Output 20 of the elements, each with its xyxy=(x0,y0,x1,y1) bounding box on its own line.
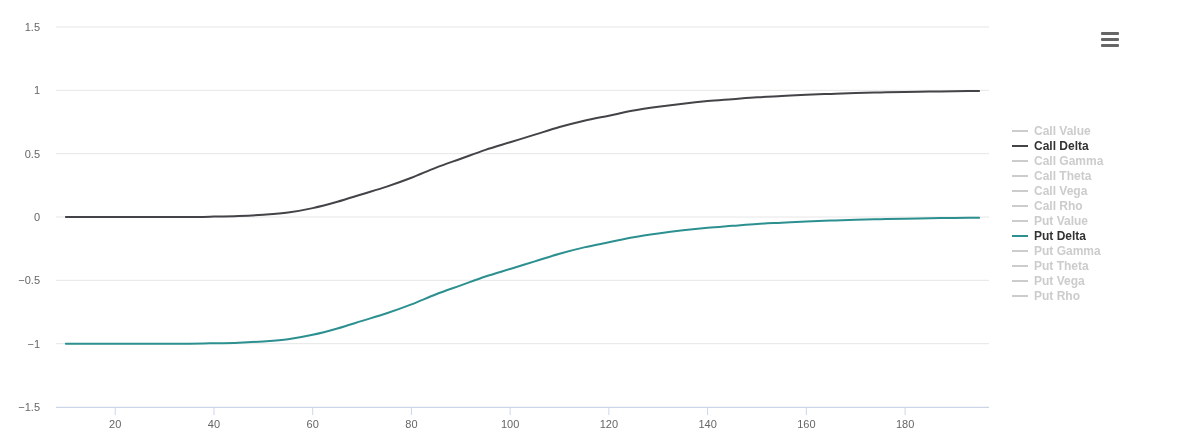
y-tick-label: 1 xyxy=(33,84,40,97)
x-tick-label: 60 xyxy=(306,418,319,430)
y-tick-label: 0.5 xyxy=(24,147,40,160)
x-tick-label: 40 xyxy=(207,418,221,430)
x-tick-label: 140 xyxy=(698,418,717,430)
x-tick-label: 120 xyxy=(599,418,619,430)
y-tick-label: −1 xyxy=(27,337,40,350)
legend-label: Put Delta xyxy=(1034,229,1087,243)
x-tick-label: 80 xyxy=(405,418,418,430)
y-tick-label: 0 xyxy=(33,211,40,223)
y-tick-label: 1.5 xyxy=(24,21,40,33)
y-tick-label: −0.5 xyxy=(18,274,40,287)
line-series xyxy=(64,89,981,218)
x-tick-label: 100 xyxy=(500,418,520,430)
x-tick-label: 160 xyxy=(797,418,816,430)
legend-label: Call Delta xyxy=(1034,139,1090,153)
x-tick-label: 20 xyxy=(109,418,122,430)
line-series xyxy=(64,216,981,345)
y-tick-label: −1.5 xyxy=(18,401,40,413)
x-tick-label: 180 xyxy=(895,418,915,430)
